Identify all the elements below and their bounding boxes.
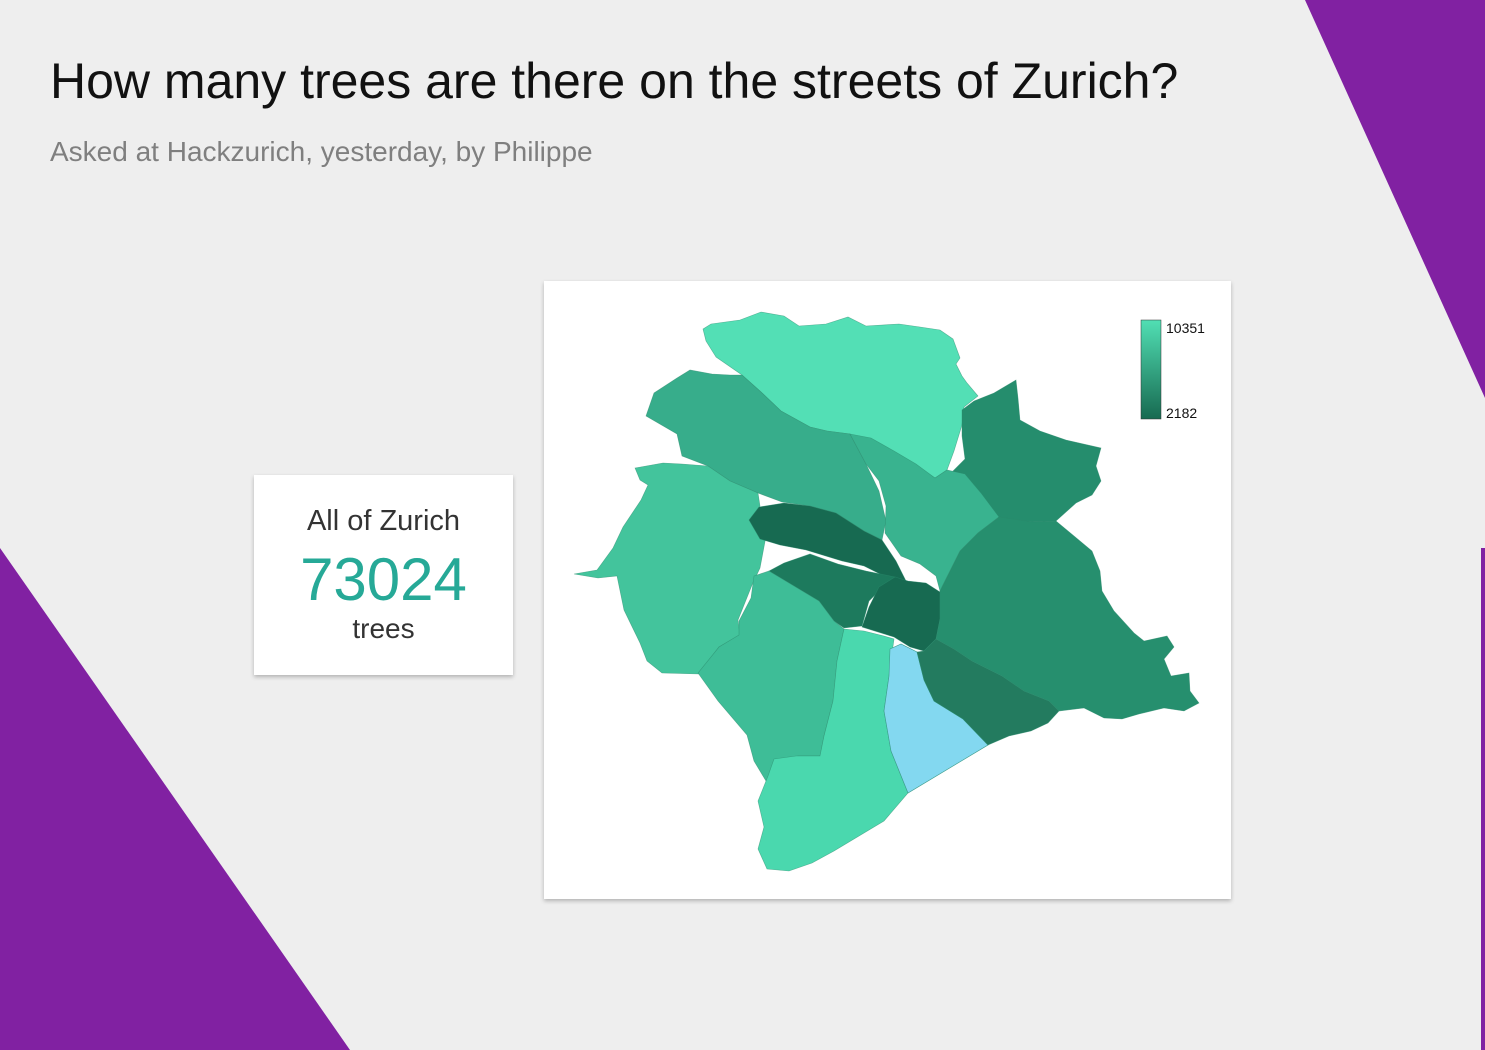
legend-min-label: 2182 [1166,405,1197,421]
zurich-district-map: 10351 2182 [573,311,1205,872]
top-right-purple-band [1305,0,1485,398]
page-title: How many trees are there on the streets … [50,53,1179,109]
total-trees-card: All of Zurich 73024 trees [254,475,513,675]
total-trees-label: All of Zurich [306,505,461,537]
zurich-district-map-card: 10351 2182 [544,281,1231,899]
total-trees-value: 73024 [300,546,467,613]
page-subtitle: Asked at Hackzurich, yesterday, by Phili… [50,136,593,167]
legend-max-label: 10351 [1166,320,1205,336]
total-trees-unit: trees [352,613,415,644]
district-central-west[interactable] [748,502,907,582]
district-east[interactable] [935,516,1200,720]
bottom-left-purple-band [0,548,350,1050]
legend-color-ramp [1140,319,1162,420]
right-edge-purple-strip [1481,548,1485,1050]
